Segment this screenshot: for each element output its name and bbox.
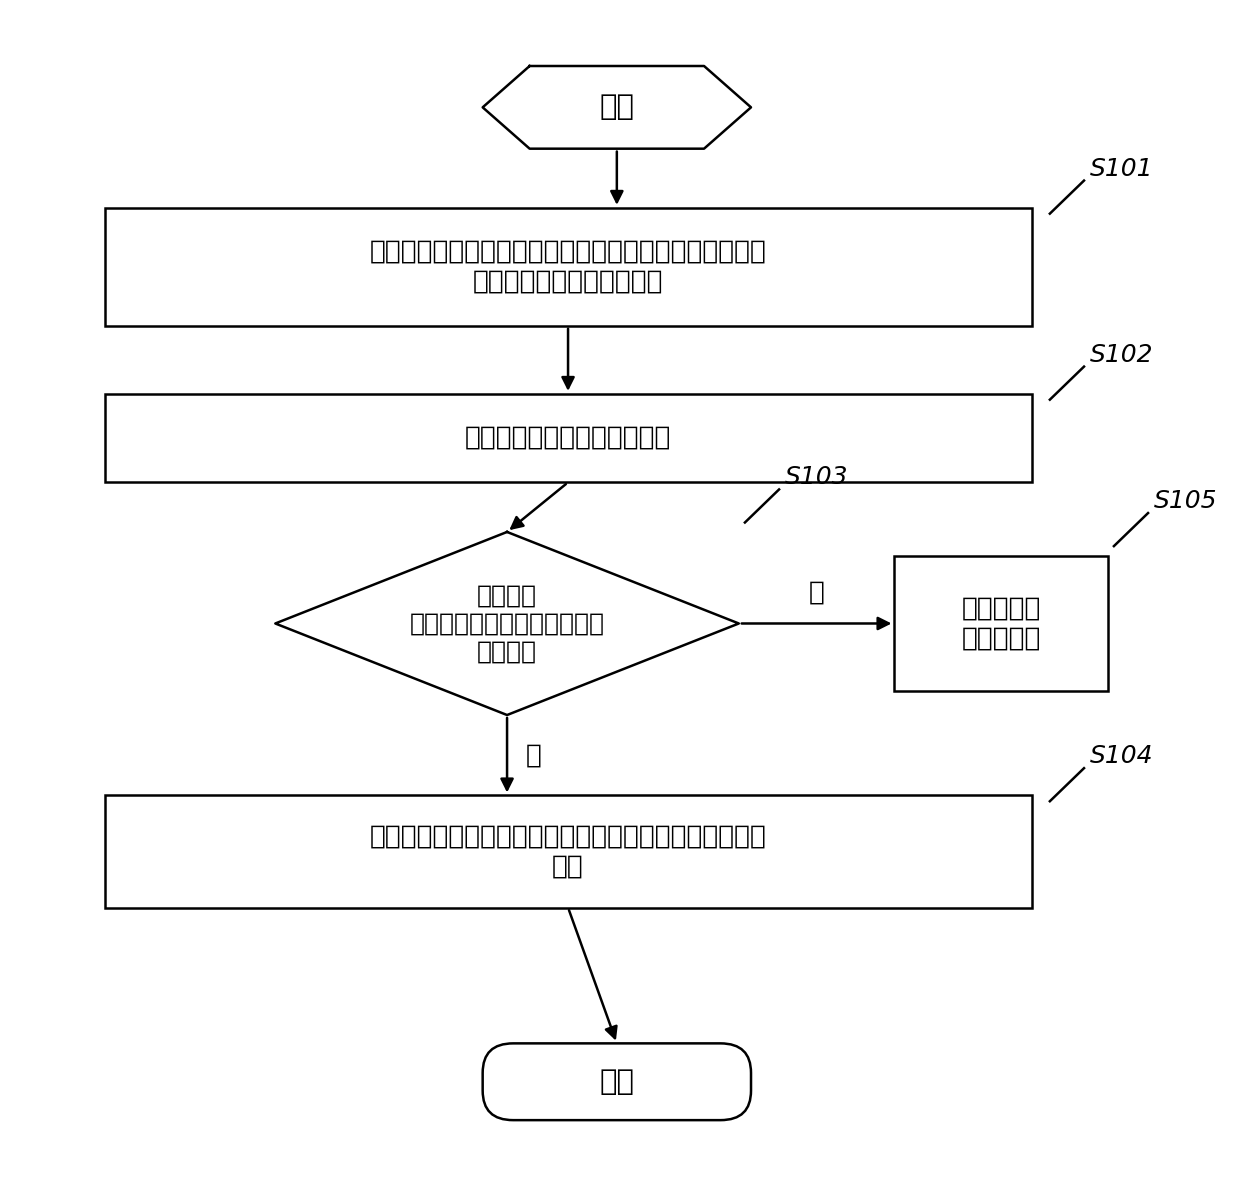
Text: S102: S102 <box>1090 343 1153 367</box>
FancyBboxPatch shape <box>482 1043 751 1120</box>
Text: 结束: 结束 <box>599 1068 635 1096</box>
Text: 从属设备
判断解析结果中是否包括第一
特征编码: 从属设备 判断解析结果中是否包括第一 特征编码 <box>409 583 605 663</box>
Text: 开始: 开始 <box>599 93 635 122</box>
Text: 从属设备执行第一指令，以实现对于相应电源设备的运行
控制: 从属设备执行第一指令，以实现对于相应电源设备的运行 控制 <box>370 823 766 880</box>
Text: S105: S105 <box>1154 489 1218 513</box>
Text: S104: S104 <box>1090 744 1153 768</box>
Polygon shape <box>275 532 739 715</box>
Bar <box>894 556 1107 692</box>
Text: 否: 否 <box>808 580 825 606</box>
Text: 是: 是 <box>526 742 541 768</box>
Text: 从属设备对第一指令进行解析: 从属设备对第一指令进行解析 <box>465 425 671 451</box>
Text: S103: S103 <box>785 465 848 490</box>
Bar <box>104 394 1032 483</box>
Bar <box>104 208 1032 326</box>
Text: 从属设备忽
略第一指令: 从属设备忽 略第一指令 <box>961 595 1040 651</box>
Bar <box>104 796 1032 907</box>
Text: 主控制器通过无线通信或者电力线载波通信，以广播的形
式发送第一指令至从属设备: 主控制器通过无线通信或者电力线载波通信，以广播的形 式发送第一指令至从属设备 <box>370 239 766 295</box>
Text: S101: S101 <box>1090 157 1153 180</box>
